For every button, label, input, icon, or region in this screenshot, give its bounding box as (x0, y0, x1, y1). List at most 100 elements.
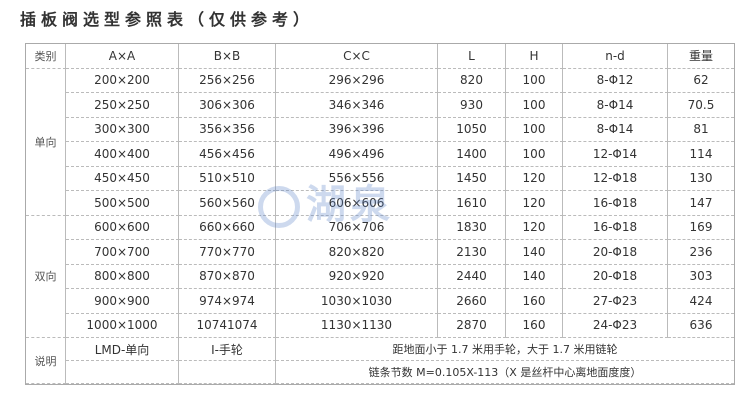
table-cell: 24-Φ23 (563, 313, 668, 338)
note-label: 说明 (26, 338, 66, 384)
table-cell: 1830 (438, 215, 506, 240)
table-cell: 8-Φ14 (563, 117, 668, 142)
table-cell: 356×356 (179, 117, 276, 142)
table-cell: 169 (668, 216, 734, 240)
table-cell: 62 (668, 69, 734, 93)
table-row: 800×800 870×870 920×920 2440 140 20-Φ18 303 (26, 264, 734, 289)
table-cell: 2440 (438, 264, 506, 289)
table-cell: 456×456 (179, 142, 276, 167)
table-cell: 16-Φ18 (563, 215, 668, 240)
table-cell: 140 (506, 240, 563, 265)
table-cell: 120 (506, 166, 563, 191)
table-cell: 2870 (438, 313, 506, 338)
table-cell: 1400 (438, 142, 506, 167)
table-cell: 12-Φ14 (563, 142, 668, 167)
table-cell: 250×250 (66, 93, 179, 118)
table-row: 500×500 560×560 606×606 1610 120 16-Φ18 147 (26, 191, 734, 216)
table-cell: 114 (668, 142, 734, 167)
column-header: L (438, 44, 506, 69)
table-cell: 396×396 (276, 117, 438, 142)
table-cell: 1000×1000 (66, 313, 179, 338)
column-header: 类别 (26, 44, 66, 69)
column-header: C×C (276, 44, 438, 69)
table-cell: 296×296 (276, 68, 438, 93)
table-cell: 1030×1030 (276, 289, 438, 314)
table-row: 400×400 456×456 496×496 1400 100 12-Φ14 114 (26, 142, 734, 167)
column-header: H (506, 44, 563, 69)
table-cell: 920×920 (276, 264, 438, 289)
table-cell: 556×556 (276, 166, 438, 191)
table-row: 450×450 510×510 556×556 1450 120 12-Φ18 130 (26, 166, 734, 191)
table-cell: 130 (668, 167, 734, 191)
table-cell: 147 (668, 191, 734, 216)
table-cell: 140 (506, 264, 563, 289)
table-cell: 300×300 (66, 117, 179, 142)
table-row: 单向 200×200 256×256 296×296 820 100 8-Φ12 62 (26, 68, 734, 216)
table-cell: 930 (438, 93, 506, 118)
table-cell: 606×606 (276, 191, 438, 216)
table-cell: 974×974 (179, 289, 276, 314)
note-drive: I-手轮 (179, 338, 276, 361)
table-cell: 770×770 (179, 240, 276, 265)
table-cell: 500×500 (66, 191, 179, 216)
page-title: 插板阀选型参照表（仅供参考） (20, 10, 315, 29)
table-cell: 900×900 (66, 289, 179, 314)
note-line1: 距地面小于 1.7 米用手轮，大于 1.7 米用链轮 (276, 338, 734, 361)
table-cell: 120 (506, 215, 563, 240)
table-cell: 510×510 (179, 166, 276, 191)
table-row: 300×300 356×356 396×396 1050 100 8-Φ14 81 (26, 117, 734, 142)
table-cell: 700×700 (66, 240, 179, 265)
table-cell: 81 (668, 118, 734, 142)
table-cell: 100 (506, 68, 563, 93)
note-row: 链条节数 M=0.105X-113（X 是丝杆中心离地面度度） (26, 361, 734, 384)
table-cell: 636 (668, 314, 734, 338)
table-cell: 100 (506, 93, 563, 118)
table-cell: 70.5 (668, 93, 734, 118)
table-cell: 16-Φ18 (563, 191, 668, 216)
empty-cell (66, 361, 179, 384)
table-row: 1000×1000 10741074 1130×1130 2870 160 24-Φ23 6… (26, 313, 734, 338)
table-cell: 1450 (438, 166, 506, 191)
column-header: A×A (66, 44, 179, 69)
table-cell: 303 (668, 265, 734, 289)
table-cell: 424 (668, 289, 734, 314)
table-cell: 496×496 (276, 142, 438, 167)
category-cell: 双向 (26, 215, 66, 338)
table-cell: 8-Φ14 (563, 93, 668, 118)
category-cell: 单向 (26, 68, 66, 216)
table-cell: 560×560 (179, 191, 276, 216)
column-header: B×B (179, 44, 276, 69)
column-header: 重量 (668, 44, 734, 69)
table-cell: 160 (506, 289, 563, 314)
note-line2: 链条节数 M=0.105X-113（X 是丝杆中心离地面度度） (276, 361, 734, 384)
table-cell: 27-Φ23 (563, 289, 668, 314)
table-row: 700×700 770×770 820×820 2130 140 20-Φ18 236 (26, 240, 734, 265)
table-row: 双向 600×600 660×660 706×706 1830 120 16-Φ18 169 (26, 215, 734, 338)
table-cell: 200×200 (66, 68, 179, 93)
table-cell: 160 (506, 313, 563, 338)
table-cell: 450×450 (66, 166, 179, 191)
table-cell: 1050 (438, 117, 506, 142)
table-row: 900×900 974×974 1030×1030 2660 160 27-Φ23 424 (26, 289, 734, 314)
table-cell: 2130 (438, 240, 506, 265)
table-cell: 820 (438, 68, 506, 93)
table-cell: 706×706 (276, 215, 438, 240)
table-cell: 800×800 (66, 264, 179, 289)
table-cell: 1610 (438, 191, 506, 216)
note-type: LMD-单向 (66, 338, 179, 361)
note-row: 说明 LMD-单向 I-手轮 距地面小于 1.7 米用手轮，大于 1.7 米用链轮 (26, 338, 734, 384)
table-cell: 870×870 (179, 264, 276, 289)
table-cell: 100 (506, 142, 563, 167)
table-cell: 820×820 (276, 240, 438, 265)
table-cell: 120 (506, 191, 563, 216)
table-cell: 400×400 (66, 142, 179, 167)
table-cell: 306×306 (179, 93, 276, 118)
table-cell: 660×660 (179, 215, 276, 240)
table-cell: 2660 (438, 289, 506, 314)
table-row: 250×250 306×306 346×346 930 100 8-Φ14 70.5 (26, 93, 734, 118)
table-cell: 236 (668, 240, 734, 265)
table-cell: 100 (506, 117, 563, 142)
empty-cell (179, 361, 276, 384)
